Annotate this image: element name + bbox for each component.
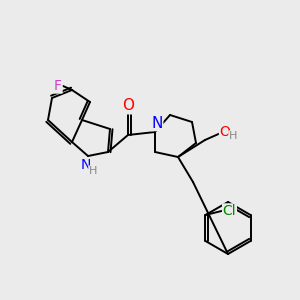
Text: N: N (151, 116, 163, 130)
Text: O: O (220, 125, 230, 139)
Text: Cl: Cl (223, 204, 236, 218)
Text: H: H (229, 131, 237, 141)
Text: F: F (54, 79, 62, 93)
Text: H: H (89, 166, 97, 176)
Text: O: O (122, 98, 134, 113)
Text: N: N (81, 158, 91, 172)
